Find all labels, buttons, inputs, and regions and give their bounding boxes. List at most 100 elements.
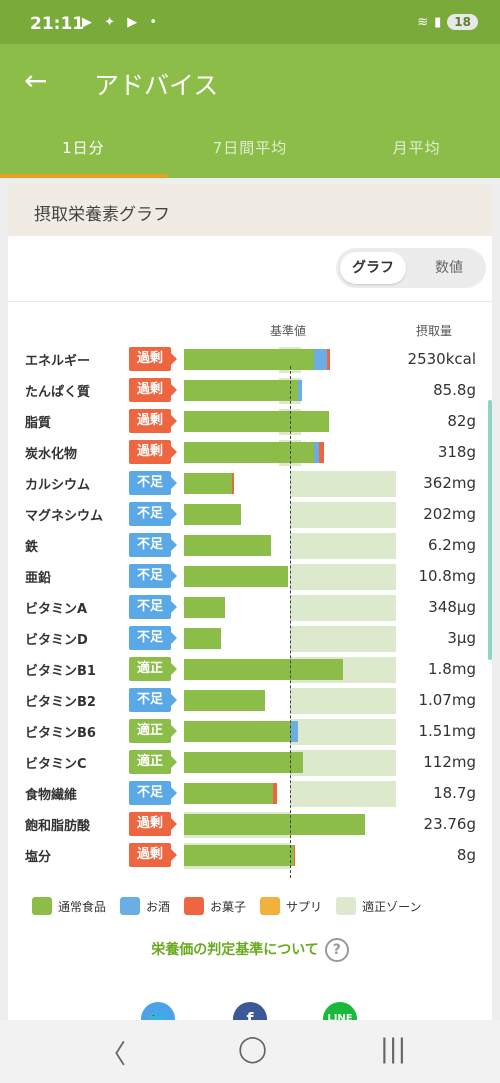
nutrient-card: 摂取栄養素グラフ グラフ 数値 基準値 摂取量 エネルギー 過剰 2530kcal た… bbox=[8, 184, 492, 1020]
nav-home-icon[interactable]: ◯ bbox=[238, 1034, 268, 1064]
help-icon[interactable]: ? bbox=[324, 938, 349, 962]
legend-item: お菓子 bbox=[184, 897, 246, 915]
intake-bar bbox=[184, 566, 288, 587]
nav-recents-icon[interactable]: ||| bbox=[380, 1034, 407, 1064]
food-segment bbox=[184, 442, 315, 463]
tab-seven-day-average[interactable]: 7日間平均 bbox=[212, 139, 288, 157]
baseline-line bbox=[290, 366, 291, 878]
scroll-indicator bbox=[488, 400, 492, 660]
status-badge: 過剰 bbox=[129, 440, 177, 464]
nutrient-row: 塩分 過剰 8g bbox=[8, 840, 492, 871]
legend-swatch bbox=[336, 897, 357, 915]
intake-value: 112mg bbox=[423, 753, 476, 771]
nutrient-name: 塩分 bbox=[25, 850, 52, 865]
food-segment bbox=[184, 845, 295, 866]
food-segment bbox=[184, 535, 271, 556]
status-badge: 過剰 bbox=[129, 812, 177, 836]
legend-swatch bbox=[32, 897, 52, 915]
intake-bar bbox=[184, 349, 331, 370]
nutrient-row: マグネシウム 不足 202mg bbox=[8, 499, 492, 530]
view-toggle: グラフ 数値 bbox=[336, 248, 486, 288]
intake-column-header: 摂取量 bbox=[416, 324, 453, 338]
snack-segment bbox=[273, 783, 278, 804]
page-title: アドバイス bbox=[94, 71, 219, 100]
dot-icon: • bbox=[149, 15, 161, 30]
intake-value: 348μg bbox=[428, 598, 476, 616]
snack-segment bbox=[327, 349, 331, 370]
adequate-zone bbox=[290, 781, 396, 807]
nutrient-name: ビタミンD bbox=[25, 633, 88, 648]
nutrient-name: ビタミンA bbox=[25, 602, 88, 617]
intake-bar bbox=[184, 628, 222, 649]
food-segment bbox=[184, 473, 232, 494]
legend-swatch bbox=[184, 897, 205, 915]
food-segment bbox=[184, 628, 222, 649]
status-badge: 不足 bbox=[129, 533, 177, 557]
intake-value: 6.2mg bbox=[428, 536, 476, 554]
nutrient-row: 飽和脂肪酸 過剰 23.76g bbox=[8, 809, 492, 840]
youtube-icon: ▶ bbox=[82, 15, 96, 30]
nutrient-row: ビタミンD 不足 3μg bbox=[8, 623, 492, 654]
adequate-zone bbox=[290, 502, 396, 528]
food-segment bbox=[184, 659, 343, 680]
nav-back-icon[interactable]: 〈 bbox=[100, 1040, 127, 1070]
adequate-zone bbox=[290, 688, 396, 714]
criteria-link-label[interactable]: 栄養価の判定基準について bbox=[151, 942, 319, 958]
intake-bar bbox=[184, 659, 343, 680]
status-badge: 過剰 bbox=[129, 409, 177, 433]
clock: 21:11 bbox=[30, 14, 85, 34]
adequate-zone bbox=[290, 471, 396, 497]
numeric-toggle-button[interactable]: 数値 bbox=[435, 260, 463, 276]
intake-bar bbox=[184, 783, 278, 804]
nutrient-name: ビタミンB6 bbox=[25, 726, 96, 741]
snack-segment bbox=[318, 442, 324, 463]
intake-value: 362mg bbox=[423, 474, 476, 492]
tab-monthly-average[interactable]: 月平均 bbox=[392, 139, 441, 157]
youtube-icon: ▶ bbox=[127, 15, 142, 30]
food-segment bbox=[184, 721, 292, 742]
graph-toggle-button[interactable]: グラフ bbox=[340, 252, 406, 284]
intake-value: 1.51mg bbox=[418, 722, 476, 740]
legend-swatch bbox=[260, 897, 281, 915]
tab-one-day[interactable]: 1日分 bbox=[0, 122, 167, 178]
nutrient-name: たんぱく質 bbox=[25, 385, 91, 400]
fire-icon: ✦ bbox=[104, 15, 120, 30]
food-segment bbox=[184, 504, 242, 525]
status-badge: 適正 bbox=[129, 657, 177, 681]
twitter-icon[interactable]: 🐦 bbox=[141, 1002, 175, 1020]
adequate-zone bbox=[290, 564, 396, 590]
line-icon[interactable]: LINE bbox=[323, 1002, 357, 1020]
nutrient-row: 脂質 過剰 82g bbox=[8, 406, 492, 437]
nutrient-row: ビタミンC 適正 112mg bbox=[8, 747, 492, 778]
criteria-link[interactable]: 栄養価の判定基準について? bbox=[8, 938, 492, 962]
food-segment bbox=[184, 752, 303, 773]
legend-label: サプリ bbox=[286, 899, 323, 914]
nutrient-name: エネルギー bbox=[25, 354, 91, 369]
nutrient-row: 亜鉛 不足 10.8mg bbox=[8, 561, 492, 592]
signal-icon: ▮ bbox=[434, 14, 442, 30]
intake-bar bbox=[184, 752, 303, 773]
food-segment bbox=[184, 690, 265, 711]
adequate-zone bbox=[290, 719, 396, 745]
alcohol-segment bbox=[314, 349, 328, 370]
nutrient-row: カルシウム 不足 362mg bbox=[8, 468, 492, 499]
status-badge: 過剰 bbox=[129, 378, 177, 402]
intake-value: 10.8mg bbox=[418, 567, 476, 585]
nutrient-row: エネルギー 過剰 2530kcal bbox=[8, 344, 492, 375]
intake-value: 318g bbox=[437, 443, 476, 461]
wifi-icon: ≋ bbox=[417, 14, 429, 30]
facebook-icon[interactable]: f bbox=[233, 1002, 267, 1020]
intake-value: 82g bbox=[447, 412, 476, 430]
arrow-left-icon[interactable]: ← bbox=[24, 64, 48, 97]
adequate-zone bbox=[290, 533, 396, 559]
nutrient-name: 脂質 bbox=[25, 416, 52, 431]
intake-bar bbox=[184, 535, 271, 556]
intake-bar bbox=[184, 845, 296, 866]
food-segment bbox=[184, 566, 288, 587]
intake-value: 8g bbox=[456, 846, 476, 864]
nutrient-row: ビタミンB6 適正 1.51mg bbox=[8, 716, 492, 747]
food-segment bbox=[184, 411, 330, 432]
app-bar: ← アドバイス 1日分 7日間平均 月平均 bbox=[0, 44, 500, 178]
alcohol-segment bbox=[291, 721, 299, 742]
intake-value: 1.8mg bbox=[428, 660, 476, 678]
